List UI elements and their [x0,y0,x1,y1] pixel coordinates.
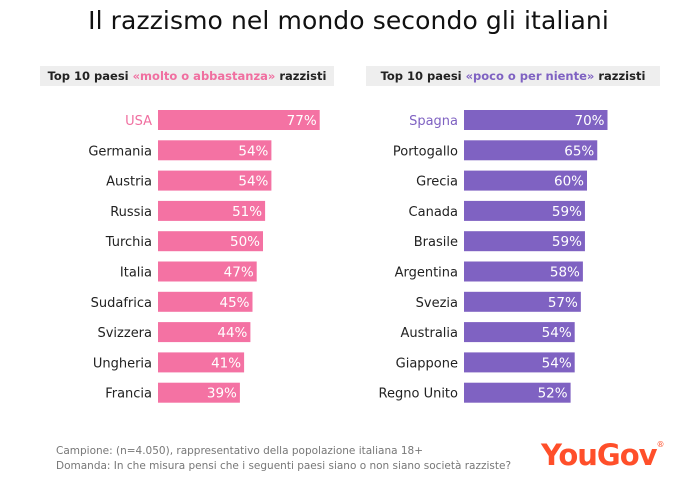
right-value-label-1: 65% [564,143,594,159]
right-header-suffix: razzisti [594,69,646,83]
right-category-label-2: Grecia [416,175,458,190]
right-category-label-0: Spagna [409,114,458,129]
yougov-logo: YouGov® [541,438,665,472]
left-bar-5 [158,261,257,282]
left-category-label-8: Ungheria [93,356,152,371]
right-panel-header: Top 10 paesi «poco o per niente» razzist… [366,66,660,86]
left-value-label-2: 54% [238,174,268,190]
left-panel-header: Top 10 paesi «molto o abbastanza» razzis… [40,66,334,86]
left-bar-0 [158,110,320,130]
right-category-label-5: Argentina [395,266,458,281]
right-value-label-0: 70% [574,113,604,129]
left-value-label-8: 41% [211,355,241,371]
right-value-label-5: 58% [550,265,580,281]
left-bar-3 [158,200,266,221]
right-bar-7 [464,322,575,343]
right-header-highlight: «poco o per niente» [465,69,595,83]
right-value-label-7: 54% [542,325,572,341]
left-bar-4 [158,231,263,252]
right-category-label-6: Svezia [416,296,458,311]
right-category-label-8: Giappone [396,356,458,371]
left-bar-6 [158,291,253,312]
right-value-label-8: 54% [542,355,572,371]
left-value-label-7: 44% [217,325,247,341]
left-value-label-1: 54% [238,143,268,159]
right-category-label-9: Regno Unito [379,387,458,402]
left-category-label-2: Austria [106,175,152,190]
right-bar-chart: Spagna 70% Portogallo 65% Grecia 60% Canada 59%… [379,110,608,403]
right-bar-8 [464,352,575,373]
right-bar-4 [464,231,585,252]
left-value-label-0: 77% [287,113,317,129]
logo-text: YouGov [541,438,658,472]
right-bar-3 [464,200,585,221]
footer-sample: Campione: (n=4.050), rappresentativo del… [56,445,424,457]
right-bar-2 [464,170,587,191]
left-category-label-1: Germania [88,144,152,159]
left-bar-8 [158,352,245,373]
right-bar-6 [464,291,581,312]
left-value-label-4: 50% [230,234,260,250]
right-value-label-2: 60% [554,174,584,190]
left-header-prefix: Top 10 paesi [47,69,133,83]
left-bar-chart: USA 77% Germania 54% Austria 54% Russia 51% Turc… [88,110,320,403]
left-bar-1 [158,140,272,161]
left-header-suffix: razzisti [275,69,327,83]
right-bar-9 [464,382,571,403]
right-value-label-3: 59% [552,204,582,220]
left-value-label-3: 51% [232,204,262,220]
right-category-label-7: Australia [400,326,458,341]
left-bar-2 [158,170,272,191]
left-category-label-9: Francia [105,387,152,402]
left-value-label-5: 47% [224,265,254,281]
right-value-label-6: 57% [548,295,578,311]
left-value-label-9: 39% [207,386,237,402]
right-bar-1 [464,140,598,161]
right-category-label-1: Portogallo [393,144,458,159]
left-category-label-4: Turchia [105,235,152,250]
right-category-label-4: Brasile [414,235,458,250]
left-header-highlight: «molto o abbastanza» [132,69,276,83]
left-category-label-7: Svizzera [97,326,152,341]
left-bar-7 [158,322,251,343]
footer-question: Domanda: In che misura pensi che i segue… [56,460,512,472]
left-category-label-5: Italia [120,266,152,281]
left-value-label-6: 45% [219,295,249,311]
right-bar-0 [464,110,608,130]
right-header-prefix: Top 10 paesi [380,69,466,83]
right-bar-5 [464,261,583,282]
left-category-label-0: USA [125,114,152,129]
left-bar-9 [158,382,240,403]
left-category-label-6: Sudafrica [91,296,152,311]
right-value-label-9: 52% [538,386,568,402]
chart-title: Il razzismo nel mondo secondo gli italia… [88,6,609,35]
right-category-label-3: Canada [409,205,458,220]
logo-registered-mark: ® [656,440,665,449]
right-value-label-4: 59% [552,234,582,250]
left-category-label-3: Russia [110,205,152,220]
